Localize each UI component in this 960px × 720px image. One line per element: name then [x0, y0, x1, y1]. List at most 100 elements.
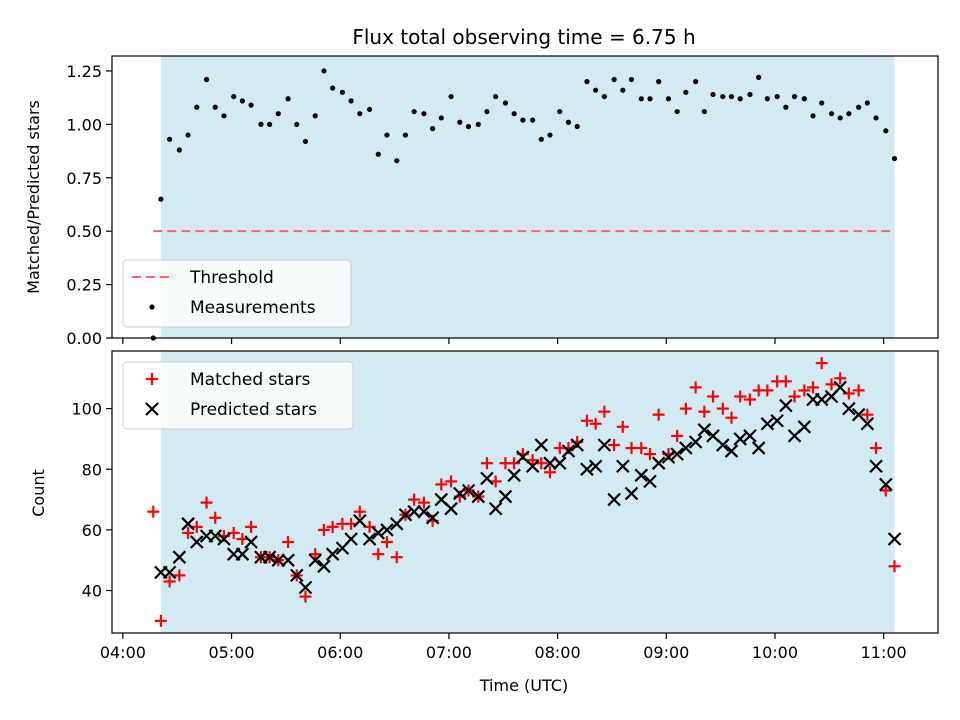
matched-star-point [888, 560, 901, 573]
matched-star-point [535, 457, 548, 470]
matched-star-point [643, 448, 656, 461]
predicted-star-point [814, 392, 829, 407]
bottom-x-tick-label: 05:00 [208, 643, 254, 662]
predicted-star-point [607, 492, 621, 507]
matched-star-point [408, 493, 421, 506]
top-y-axis: 0.00 0.25 0.50 0.75 1.00 1.25 [66, 62, 112, 348]
measurement-point [764, 96, 770, 102]
matched-star-point [807, 381, 820, 394]
predicted-star-point [597, 438, 612, 452]
matched-star-point [282, 536, 295, 549]
measurement-point [837, 115, 843, 121]
measurement-point [394, 158, 400, 164]
matched-star-point [725, 411, 738, 424]
measurement-point [275, 111, 281, 117]
predicted-star-point [679, 441, 693, 455]
matched-star-point [209, 511, 222, 524]
measurement-point [221, 113, 227, 119]
measurement-point [384, 132, 390, 138]
measurement-point [203, 76, 210, 83]
predicted-star-point [208, 529, 223, 543]
matched-star-point [616, 420, 629, 433]
matched-star-point [798, 384, 811, 397]
matched-star-point [417, 496, 430, 509]
measurement-point [511, 111, 517, 117]
measurement-point [601, 93, 607, 100]
predicted-star-point [525, 459, 540, 474]
measurement-point [502, 100, 509, 106]
top-y-tick-label: 0.00 [66, 329, 102, 348]
matched-star-point [589, 417, 602, 430]
matched-star-point [372, 548, 385, 561]
bottom-legend: Matched stars Predicted stars [122, 361, 354, 430]
measurement-point [348, 98, 354, 104]
measurement-point [330, 85, 336, 91]
matched-star-point [154, 614, 167, 627]
measurement-point [774, 93, 780, 100]
matched-star-point [743, 393, 756, 406]
measurement-point [647, 96, 653, 102]
measurement-point [158, 196, 164, 202]
matched-star-point [200, 496, 213, 509]
matched-star-point [861, 408, 874, 421]
predicted-star-point [453, 486, 467, 501]
predicted-star-point [688, 435, 703, 449]
matched-star-point [317, 523, 330, 536]
measurement-point [266, 121, 273, 127]
predicted-star-point [398, 507, 413, 522]
measurement-point [873, 115, 879, 121]
matched-star-point [173, 569, 186, 582]
predicted-star-point [444, 501, 458, 516]
measurement-point [294, 121, 300, 127]
measurement-point [312, 113, 318, 119]
top-y-tick-label: 0.75 [66, 169, 102, 188]
matched-star-point [580, 414, 593, 427]
measurement-point [683, 89, 689, 95]
predicted-star-point [217, 532, 231, 546]
predicted-star-point [733, 432, 747, 446]
predicted-star-point [281, 553, 295, 568]
bottom-x-tick-label: 09:00 [643, 643, 689, 662]
measurement-point [584, 79, 590, 85]
bottom-x-axis: 04:00 05:00 06:00 07:00 08:00 09:00 10:00 11:00 [100, 633, 907, 662]
predicted-star-point [651, 456, 666, 470]
predicted-star-point [325, 547, 340, 561]
matched-star-point [190, 520, 203, 533]
predicted-star-point [697, 423, 712, 437]
bottom-y-axis-label: Count [29, 469, 48, 517]
matched-star-point [815, 357, 828, 370]
measurement-point [665, 96, 672, 102]
measurement-point [620, 87, 626, 93]
measurement-point [357, 111, 363, 117]
predicted-star-point [716, 438, 730, 452]
predicted-star-point [417, 504, 431, 519]
matched-star-point [445, 475, 458, 488]
predicted-star-point [425, 510, 440, 525]
measurement-point [565, 119, 572, 125]
bottom-y-tick-label: 100 [71, 400, 102, 419]
bottom-y-axis: 40 60 80 100 [71, 400, 112, 601]
measurement-point [430, 126, 436, 132]
measurement-point [656, 79, 662, 85]
predicted-star-point [842, 401, 856, 416]
measurement-point [783, 104, 789, 110]
matched-star-point [779, 375, 792, 388]
predicted-star-point [507, 468, 521, 483]
bottom-x-tick-label: 08:00 [535, 643, 581, 662]
top-y-tick-label: 1.25 [66, 62, 102, 81]
measurement-point [628, 76, 635, 83]
legend-predicted-label: Predicted stars [190, 400, 317, 420]
measurements-series [150, 68, 898, 341]
measurement-point [720, 93, 726, 100]
matched-star-point [671, 429, 684, 442]
predicted-star-point [661, 450, 676, 464]
measurement-point [438, 115, 444, 121]
predicted-star-point [271, 553, 286, 568]
bottom-y-tick-label: 40 [82, 582, 102, 601]
measurement-point [457, 119, 463, 125]
measurement-point [747, 91, 753, 98]
measurement-point [891, 155, 898, 162]
measurement-point [339, 89, 346, 95]
measurement-point [557, 108, 563, 115]
measurement-point [728, 93, 735, 100]
